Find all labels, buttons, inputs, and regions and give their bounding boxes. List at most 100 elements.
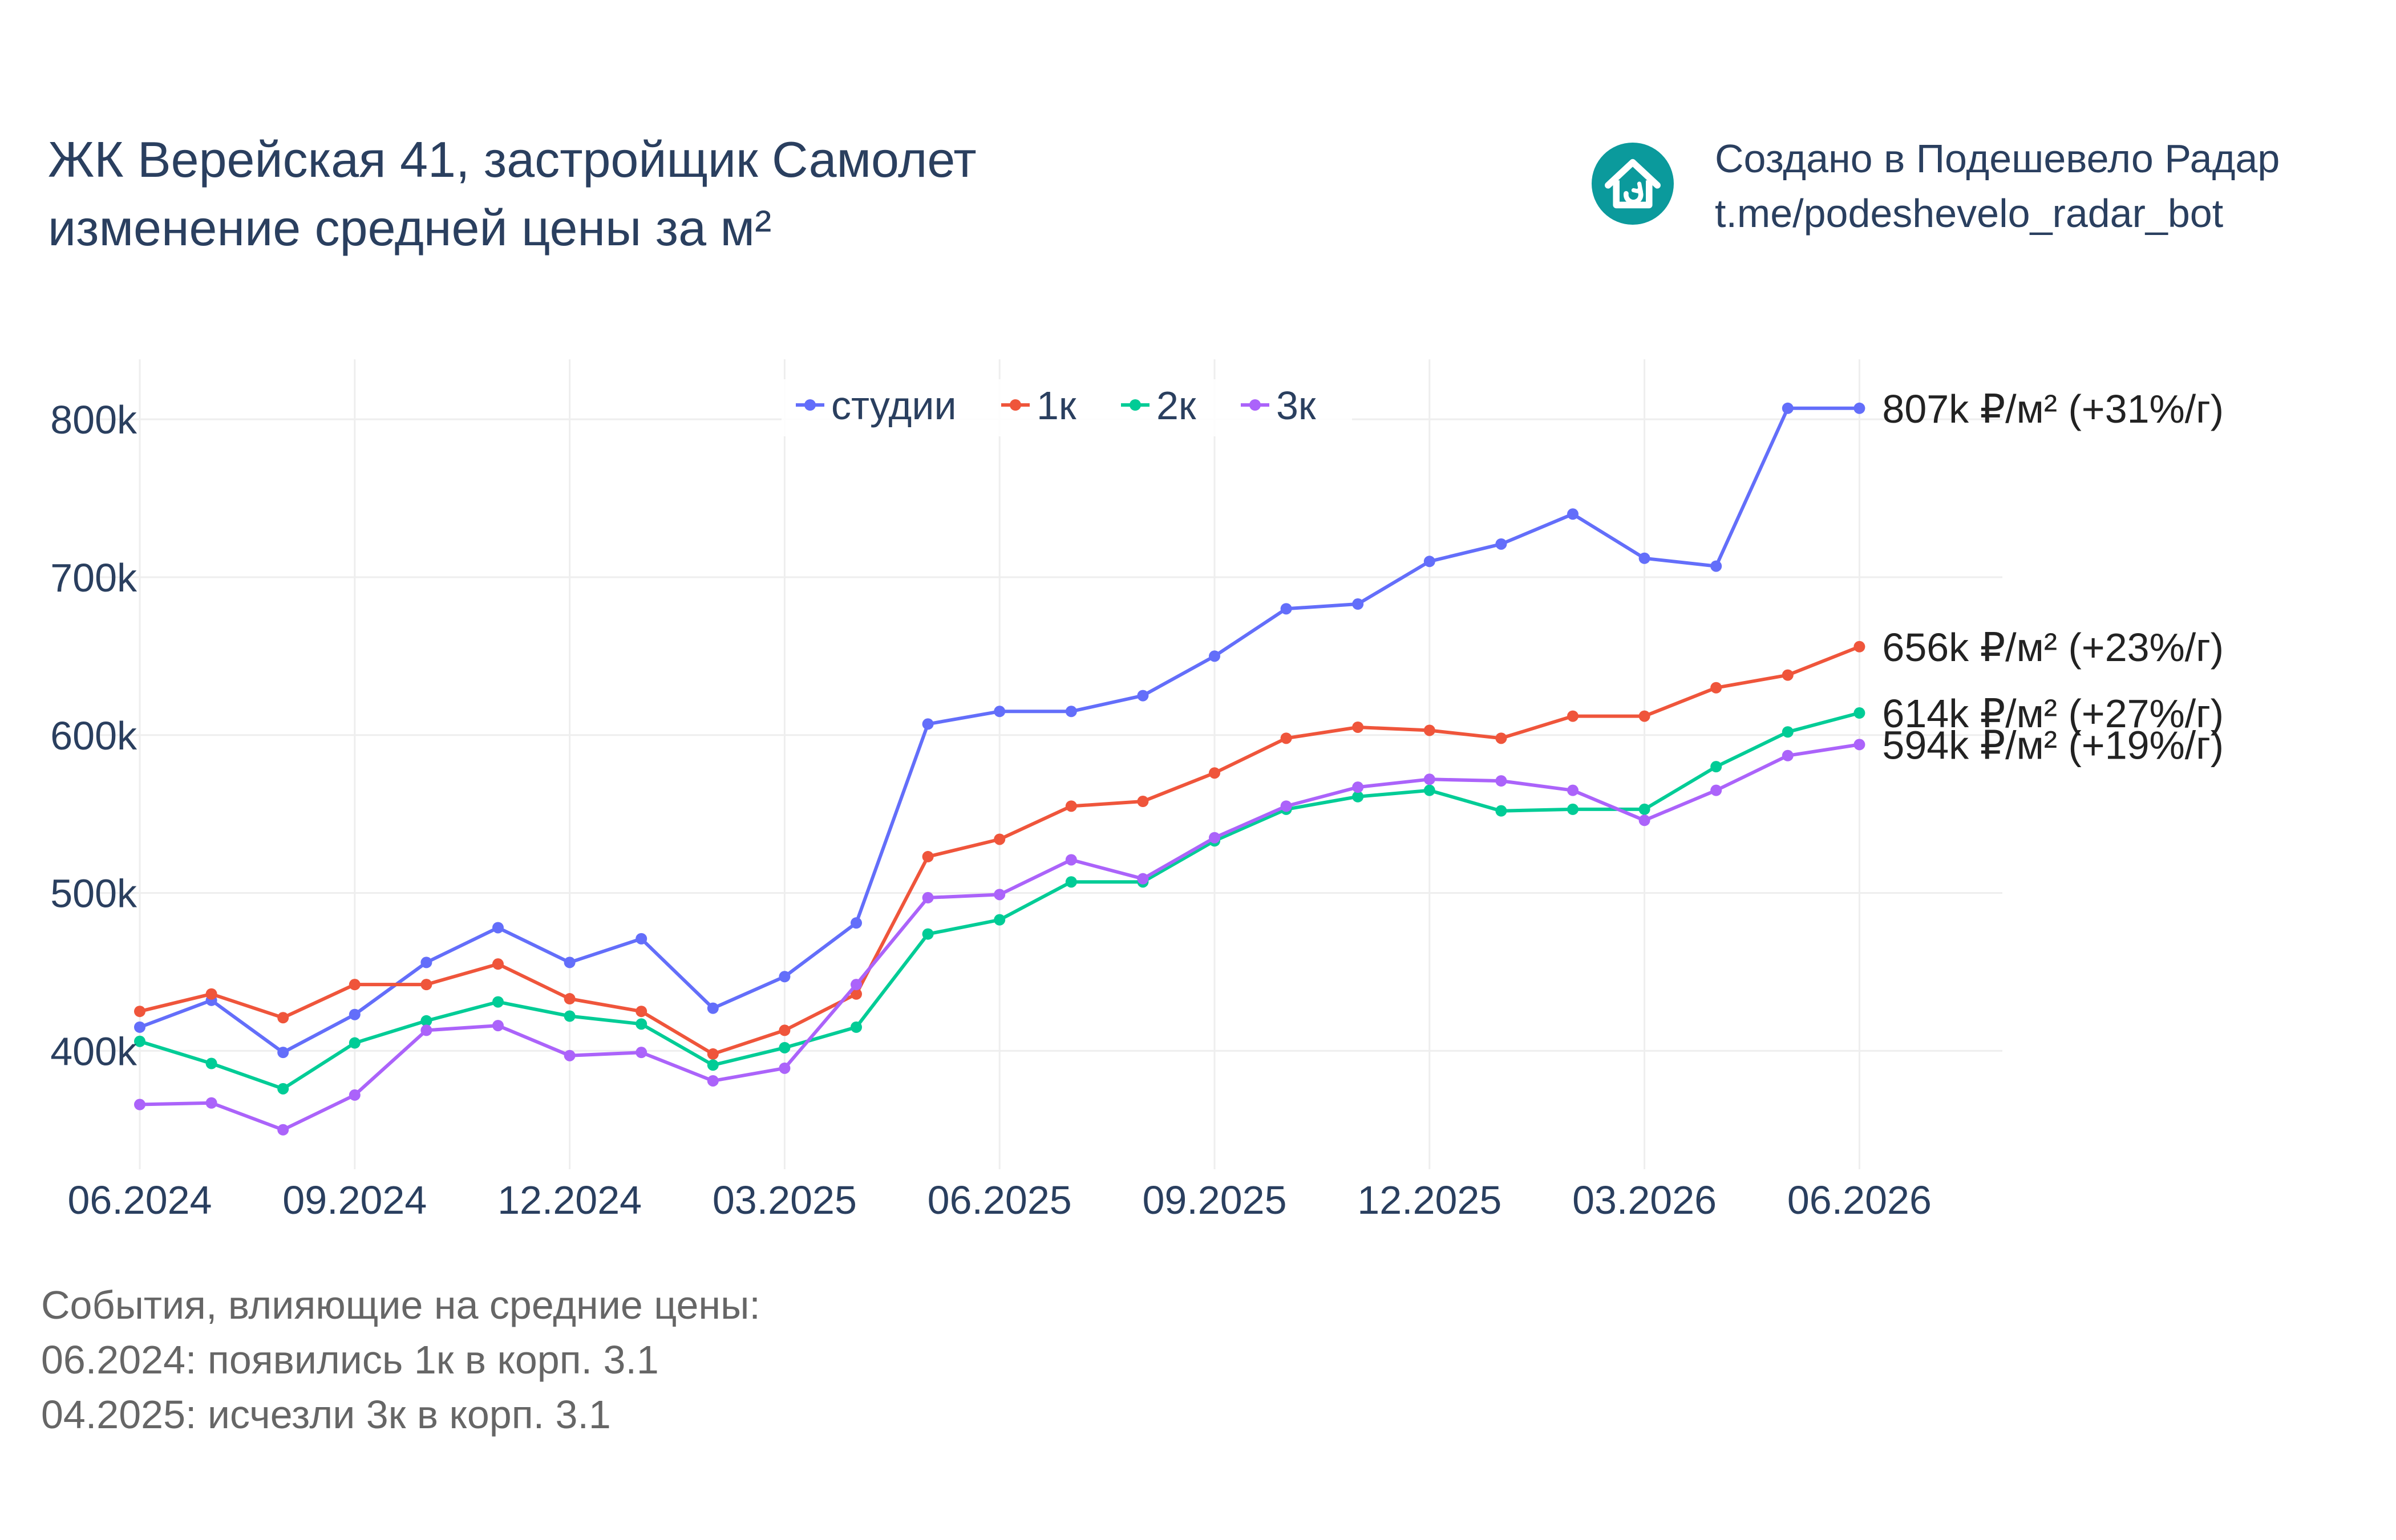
y-tick-label: 400k — [50, 1029, 137, 1073]
x-tick-label: 09.2024 — [282, 1178, 427, 1222]
end-value-label: 807k ₽/м² (+31%/г) — [1882, 387, 2224, 431]
data-point — [1710, 761, 1722, 773]
data-point — [1495, 538, 1507, 550]
data-point — [851, 917, 862, 929]
data-point — [922, 928, 934, 940]
data-point — [1495, 732, 1507, 744]
data-point — [349, 1089, 361, 1101]
data-point — [1352, 598, 1364, 610]
data-point — [1280, 800, 1292, 812]
data-point — [922, 718, 934, 730]
data-point — [1209, 832, 1220, 844]
data-point — [707, 1059, 719, 1071]
data-point — [994, 889, 1006, 901]
data-point — [1638, 814, 1650, 826]
data-point — [1137, 796, 1149, 808]
data-point — [1638, 710, 1650, 722]
legend-item-2[interactable]: 1к — [1001, 383, 1076, 428]
brand-link[interactable]: t.me/podeshevelo_radar_bot — [1715, 191, 2224, 236]
y-tick-label: 500k — [50, 872, 137, 916]
end-labels: 807k ₽/м² (+31%/г) 656k ₽/м² (+23%/г) 614k… — [1882, 387, 2224, 768]
data-point — [134, 1006, 145, 1018]
data-point — [1853, 402, 1865, 414]
legend-label: 3к — [1276, 383, 1316, 428]
event-item-2: 04.2025: исчезли 3к в корп. 3.1 — [41, 1392, 611, 1437]
legend-label: студии — [831, 383, 957, 428]
legend-label: 2к — [1156, 383, 1196, 428]
data-point — [1710, 560, 1722, 572]
data-point — [1853, 641, 1865, 653]
events-heading: События, влияющие на средние цены: — [41, 1283, 760, 1327]
brand-line-1: Создано в Подешевело Радар — [1715, 136, 2280, 181]
x-tick-label: 12.2025 — [1357, 1178, 1501, 1222]
data-point — [1137, 690, 1149, 702]
y-tick-label: 800k — [50, 398, 137, 442]
data-point — [492, 958, 504, 970]
data-point — [349, 1008, 361, 1020]
data-point — [707, 1002, 719, 1014]
data-point — [134, 1099, 145, 1111]
x-axis-ticks: 06.2024 09.2024 12.2024 03.2025 06.2025 09.20… — [67, 1178, 1931, 1222]
data-point — [564, 1010, 576, 1022]
data-point — [1209, 767, 1220, 779]
data-point — [134, 1021, 145, 1033]
event-item-1: 06.2024: появились 1к в корп. 3.1 — [41, 1338, 659, 1382]
data-point — [277, 1047, 289, 1059]
data-point — [994, 833, 1006, 845]
data-point — [349, 979, 361, 991]
data-point — [851, 988, 862, 1000]
data-point — [277, 1083, 289, 1095]
legend-item-4[interactable]: 3к — [1241, 383, 1316, 428]
data-point — [994, 914, 1006, 926]
data-point — [1782, 402, 1794, 414]
data-point — [564, 993, 576, 1005]
data-point — [779, 1041, 791, 1053]
data-point — [1065, 876, 1077, 888]
data-point — [349, 1037, 361, 1049]
data-point — [492, 922, 504, 934]
legend-item-3[interactable]: 2к — [1121, 383, 1196, 428]
data-point — [564, 957, 576, 968]
x-tick-label: 06.2026 — [1787, 1178, 1932, 1222]
data-point — [1280, 732, 1292, 744]
data-point — [1352, 781, 1364, 793]
series-layer — [134, 402, 1865, 1136]
data-point — [1352, 791, 1364, 803]
data-point — [779, 1024, 791, 1036]
data-point — [707, 1048, 719, 1060]
series-4 — [134, 739, 1865, 1136]
data-point — [1567, 803, 1579, 815]
data-point — [922, 891, 934, 903]
x-tick-label: 03.2026 — [1572, 1178, 1717, 1222]
x-tick-label: 09.2025 — [1142, 1178, 1286, 1222]
data-point — [564, 1049, 576, 1061]
title-line-1: ЖК Верейская 41, застройщик Самолет — [48, 131, 977, 188]
legend[interactable]: студии 1к 2к 3к — [782, 379, 1352, 436]
x-tick-label: 12.2024 — [497, 1178, 642, 1222]
series-2 — [134, 641, 1865, 1060]
data-point — [851, 1021, 862, 1033]
data-point — [1853, 739, 1865, 751]
data-point — [1065, 854, 1077, 866]
end-value-label: 594k ₽/м² (+19%/г) — [1882, 723, 2224, 767]
data-point — [994, 706, 1006, 718]
events-note: События, влияющие на средние цены: 06.20… — [41, 1278, 760, 1442]
data-point — [205, 988, 217, 1000]
data-point — [1782, 749, 1794, 761]
data-point — [1567, 710, 1579, 722]
data-point — [1495, 805, 1507, 817]
legend-swatch-marker — [1010, 399, 1021, 411]
data-point — [205, 1057, 217, 1069]
data-point — [1853, 707, 1865, 719]
data-point — [1065, 800, 1077, 812]
legend-item-1[interactable]: студии — [796, 383, 957, 428]
data-point — [1782, 726, 1794, 738]
data-point — [1423, 784, 1435, 796]
legend-swatch-marker — [1249, 399, 1261, 411]
data-point — [420, 957, 432, 968]
data-point — [1567, 508, 1579, 520]
data-point — [277, 1124, 289, 1136]
data-point — [636, 1018, 647, 1030]
end-value-label: 614k ₽/м² (+27%/г) — [1882, 691, 2224, 736]
data-point — [1137, 873, 1149, 885]
